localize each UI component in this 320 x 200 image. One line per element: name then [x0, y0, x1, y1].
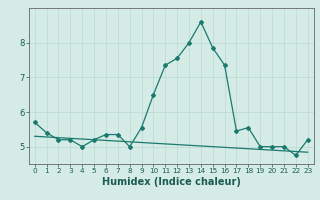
X-axis label: Humidex (Indice chaleur): Humidex (Indice chaleur): [102, 177, 241, 187]
